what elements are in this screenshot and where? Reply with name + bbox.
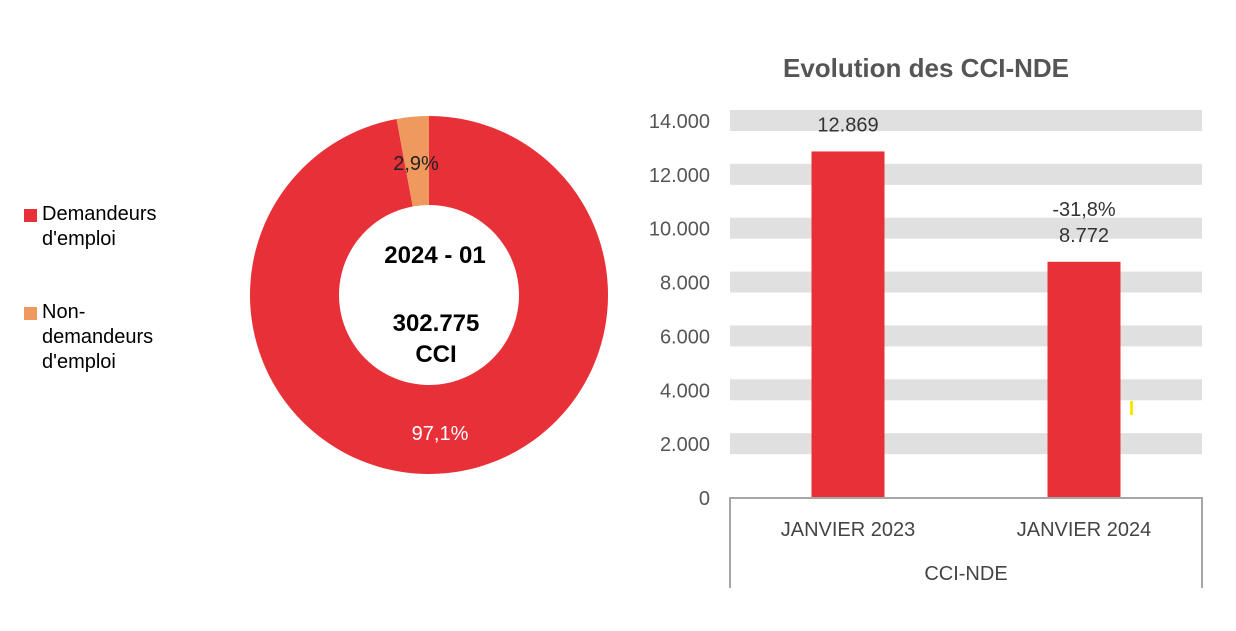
gridline-band	[730, 325, 1202, 347]
gridline-band	[730, 217, 1202, 239]
legend-swatch	[24, 209, 37, 222]
y-tick-label: 12.000	[649, 165, 710, 187]
marker	[1130, 401, 1133, 415]
y-tick-label: 8.000	[660, 273, 710, 295]
x-axis	[729, 497, 1203, 588]
legend-label: Non-demandeurs d'emploi	[42, 301, 154, 373]
y-tick-label: 10.000	[649, 219, 710, 241]
center-period: 2024 - 01	[384, 242, 485, 269]
y-tick-label: 6.000	[660, 326, 710, 348]
pie-slice	[250, 116, 608, 474]
gridline-band	[730, 271, 1202, 293]
slice-label: 97,1%	[412, 423, 469, 445]
y-tick-label: 0	[699, 488, 710, 510]
y-tick-label: 2.000	[660, 434, 710, 456]
x-tick-label: JANVIER 2024	[1017, 519, 1152, 541]
data-label: 12.869	[817, 114, 878, 136]
change-label: -31,8%	[1052, 199, 1116, 221]
center-total: 302.775	[393, 310, 480, 337]
gridline-band	[730, 110, 1202, 131]
x-tick-label: JANVIER 2023	[781, 519, 916, 541]
y-tick-label: 14.000	[649, 111, 710, 133]
data-label: 8.772	[1059, 225, 1109, 247]
slice-label: 2,9%	[393, 153, 439, 175]
bar	[1047, 261, 1121, 498]
bar	[811, 151, 885, 498]
chart-title: Evolution des CCI-NDE	[783, 53, 1069, 83]
gridline-band	[730, 433, 1202, 455]
legend-swatch	[24, 307, 37, 320]
legend-label: Demandeurs d'emploi	[42, 203, 157, 250]
y-tick-label: 4.000	[660, 380, 710, 402]
gridline-band	[730, 163, 1202, 185]
gridline-band	[730, 379, 1202, 401]
center-unit: CCI	[415, 341, 456, 368]
x-group-label: CCI-NDE	[924, 563, 1007, 585]
pie-slice	[396, 116, 429, 207]
